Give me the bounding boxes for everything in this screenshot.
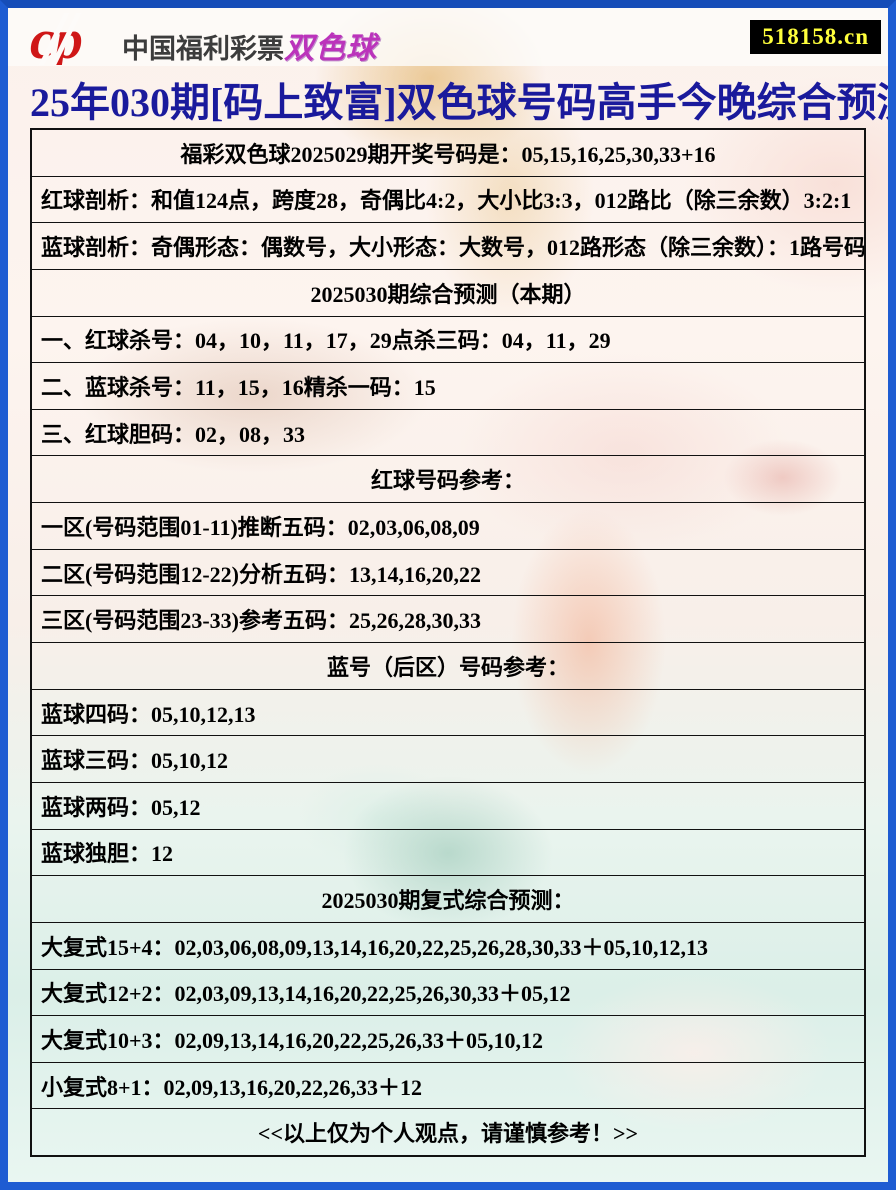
table-row: 二区(号码范围12-22)分析五码：13,14,16,20,22 [32, 550, 864, 597]
table-row: 蓝球独胆：12 [32, 830, 864, 877]
table-row disclaimer-row: <<以上仅为个人观点，请谨慎参考！>> [257, 1121, 639, 1147]
table-row: 三区(号码范围23-33)参考五码：25,26,28,30,33 [32, 596, 864, 644]
table-row: 三、红球胆码：02，08，33 [32, 410, 864, 457]
table-row: 蓝号（后区）号码参考： [32, 643, 864, 690]
page-title: 25年030期[码上致富]双色球号码高手今晚综合预测 [30, 80, 888, 125]
table-row: 福彩双色球2025029期开奖号码是：05,15,16,25,30,33+16 [32, 130, 864, 177]
table-row: 一、红球杀号：04，10，11，17，29点杀三码：04，11，29 [32, 317, 864, 364]
brand-title: 中国福利彩票双色球 [122, 23, 377, 67]
table-row: 二、蓝球杀号：11，15，16精杀一码：15 [32, 363, 864, 410]
table-row: 蓝球三码：05,10,12 [32, 736, 864, 783]
table-row: 一区(号码范围01-11)推断五码：02,03,06,08,09 [32, 503, 864, 550]
table-row: 大复式15+4：02,03,06,08,09,13,14,16,20,22,25… [32, 923, 864, 970]
table-row: 2025030期复式综合预测： [32, 876, 864, 923]
table-row: 红球剖析：和值124点，跨度28，奇偶比4:2，大小比3:3，012路比（除三余… [32, 177, 864, 224]
table-row: 蓝球两码：05,12 [32, 783, 864, 830]
page-background: cp 中国福利彩票双色球 518158.cn 25年030期[码上致富]双色球号… [8, 8, 888, 1182]
table-row: 红球号码参考： [32, 456, 864, 504]
brand-text: 中国福利彩票 [122, 34, 284, 64]
table-row: 大复式10+3：02,09,13,14,16,20,22,25,26,33＋05… [32, 1016, 864, 1063]
header-band: cp 中国福利彩票双色球 518158.cn [8, 8, 888, 73]
table-row: 小复式8+1：02,09,13,16,20,22,26,33＋12 [32, 1063, 864, 1110]
china-welfare-lottery-logo-icon: cp [28, 8, 116, 73]
brand-product: 双色球 [284, 32, 377, 65]
table-row: 2025030期综合预测（本期） [32, 270, 864, 317]
table-row: 大复式12+2：02,03,09,13,14,16,20,22,25,26,30… [32, 970, 864, 1017]
table-row: 蓝球剖析：奇偶形态：偶数号，大小形态：大数号，012路形态（除三余数）：1路号码 [32, 223, 864, 270]
table-row: 蓝球四码：05,10,12,13 [32, 690, 864, 737]
site-badge: 518158.cn [750, 20, 881, 54]
cp-logo-icon: cp [30, 8, 85, 73]
prediction-table: 福彩双色球2025029期开奖号码是：05,15,16,25,30,33+16 … [30, 128, 866, 1157]
